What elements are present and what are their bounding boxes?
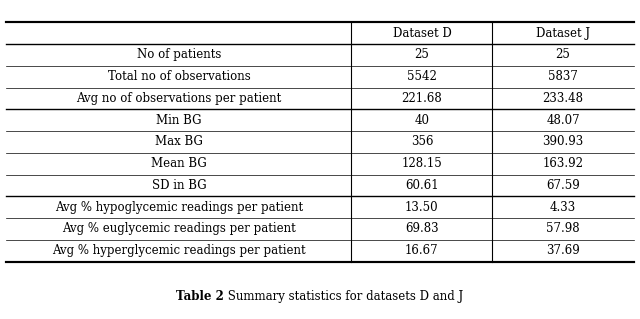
Text: 4.33: 4.33 — [550, 201, 576, 214]
Text: 221.68: 221.68 — [401, 92, 442, 105]
Text: 25: 25 — [415, 48, 429, 62]
Text: Max BG: Max BG — [155, 136, 203, 148]
Text: 69.83: 69.83 — [405, 222, 439, 235]
Text: 5542: 5542 — [407, 70, 437, 83]
Text: Avg % hyperglycemic readings per patient: Avg % hyperglycemic readings per patient — [52, 244, 306, 257]
Text: 356: 356 — [411, 136, 433, 148]
Text: 16.67: 16.67 — [405, 244, 439, 257]
Text: Avg % hypoglycemic readings per patient: Avg % hypoglycemic readings per patient — [55, 201, 303, 214]
Text: 48.07: 48.07 — [546, 114, 580, 127]
Text: 25: 25 — [556, 48, 570, 62]
Text: 13.50: 13.50 — [405, 201, 439, 214]
Text: Total no of observations: Total no of observations — [108, 70, 250, 83]
Text: SD in BG: SD in BG — [152, 179, 206, 192]
Text: 37.69: 37.69 — [546, 244, 580, 257]
Text: 40: 40 — [415, 114, 429, 127]
Text: Avg no of observations per patient: Avg no of observations per patient — [76, 92, 282, 105]
Text: 233.48: 233.48 — [543, 92, 584, 105]
Text: Summary statistics for datasets D and J: Summary statistics for datasets D and J — [224, 290, 463, 303]
Text: Avg % euglycemic readings per patient: Avg % euglycemic readings per patient — [62, 222, 296, 235]
Text: Mean BG: Mean BG — [151, 157, 207, 170]
Text: 60.61: 60.61 — [405, 179, 439, 192]
Text: 5837: 5837 — [548, 70, 578, 83]
Text: 390.93: 390.93 — [543, 136, 584, 148]
Text: 163.92: 163.92 — [543, 157, 584, 170]
Text: 128.15: 128.15 — [401, 157, 442, 170]
Text: Dataset J: Dataset J — [536, 27, 590, 40]
Text: Dataset D: Dataset D — [392, 27, 451, 40]
Text: Min BG: Min BG — [156, 114, 202, 127]
Text: 57.98: 57.98 — [546, 222, 580, 235]
Text: No of patients: No of patients — [137, 48, 221, 62]
Text: 67.59: 67.59 — [546, 179, 580, 192]
Text: Table 2: Table 2 — [177, 290, 224, 303]
